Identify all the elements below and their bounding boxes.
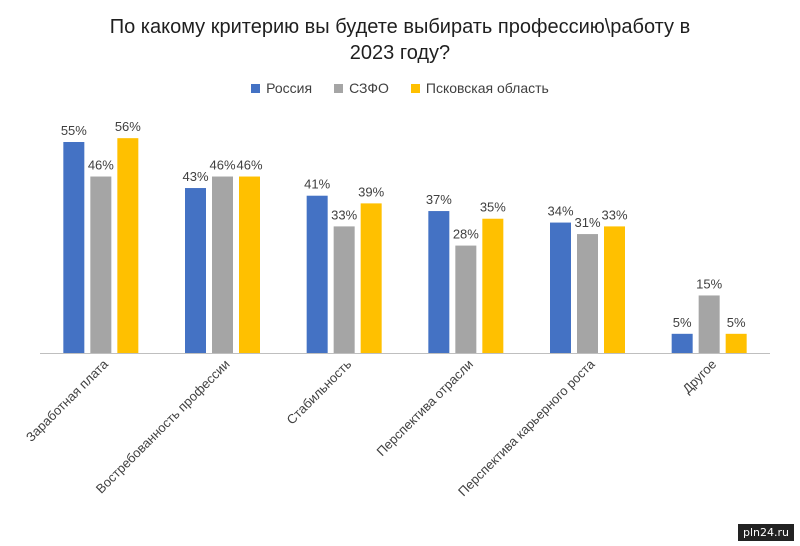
bar <box>239 176 260 353</box>
bar <box>455 245 477 353</box>
bar <box>185 188 206 353</box>
category-label: Другое <box>679 357 719 397</box>
legend-item-russia: Россия <box>251 80 312 96</box>
legend-swatch-pskov <box>410 83 420 93</box>
chart-title: По какому критерию вы будете выбирать пр… <box>0 14 800 66</box>
data-label: 56% <box>115 119 141 134</box>
data-label: 46% <box>236 158 262 173</box>
category-label: Перспектива карьерного роста <box>455 356 598 499</box>
bar <box>577 234 598 353</box>
data-label: 28% <box>453 227 479 242</box>
data-label: 5% <box>673 315 692 330</box>
data-label: 43% <box>182 169 208 184</box>
data-label: 34% <box>547 204 573 219</box>
chart-title-line-2: 2023 году? <box>349 42 451 64</box>
watermark: pln24.ru <box>738 524 794 541</box>
legend-label-pskov: Псковская область <box>425 80 549 96</box>
category-label: Заработная плата <box>23 356 112 445</box>
bar <box>671 333 693 353</box>
bar <box>428 211 450 353</box>
legend-label-szfo: СЗФО <box>349 80 389 96</box>
data-label: 39% <box>358 184 384 199</box>
bar <box>698 295 720 353</box>
chart-legend: Россия СЗФО Псковская область <box>0 80 800 96</box>
data-label: 37% <box>426 192 452 207</box>
legend-item-szfo: СЗФО <box>334 80 389 96</box>
bar <box>550 222 571 353</box>
data-label: 33% <box>331 207 357 222</box>
data-label: 31% <box>574 215 600 230</box>
bar <box>90 176 112 353</box>
data-label: 5% <box>727 315 746 330</box>
data-label: 15% <box>696 276 722 291</box>
bar <box>333 226 355 353</box>
legend-item-pskov: Псковская область <box>410 80 549 96</box>
data-label: 55% <box>61 123 87 138</box>
bar <box>212 176 233 353</box>
bar <box>117 138 139 353</box>
bar <box>604 226 625 353</box>
bar <box>482 218 504 353</box>
category-label: Стабильность <box>283 356 354 427</box>
category-label: Перспектива отрасли <box>373 357 475 459</box>
data-label: 41% <box>304 177 330 192</box>
data-label: 46% <box>209 158 235 173</box>
category-label: Востребованность профессии <box>93 357 233 497</box>
data-label: 46% <box>88 158 114 173</box>
bar <box>306 195 328 353</box>
legend-label-russia: Россия <box>266 80 313 96</box>
chart-title-line-1: По какому критерию вы будете выбирать пр… <box>109 16 691 38</box>
legend-swatch-szfo <box>334 83 344 93</box>
bar <box>360 203 382 353</box>
bar <box>725 333 747 353</box>
data-label: 33% <box>601 207 627 222</box>
legend-swatch-russia <box>251 83 261 93</box>
bar <box>63 142 85 353</box>
data-label: 35% <box>480 200 506 215</box>
